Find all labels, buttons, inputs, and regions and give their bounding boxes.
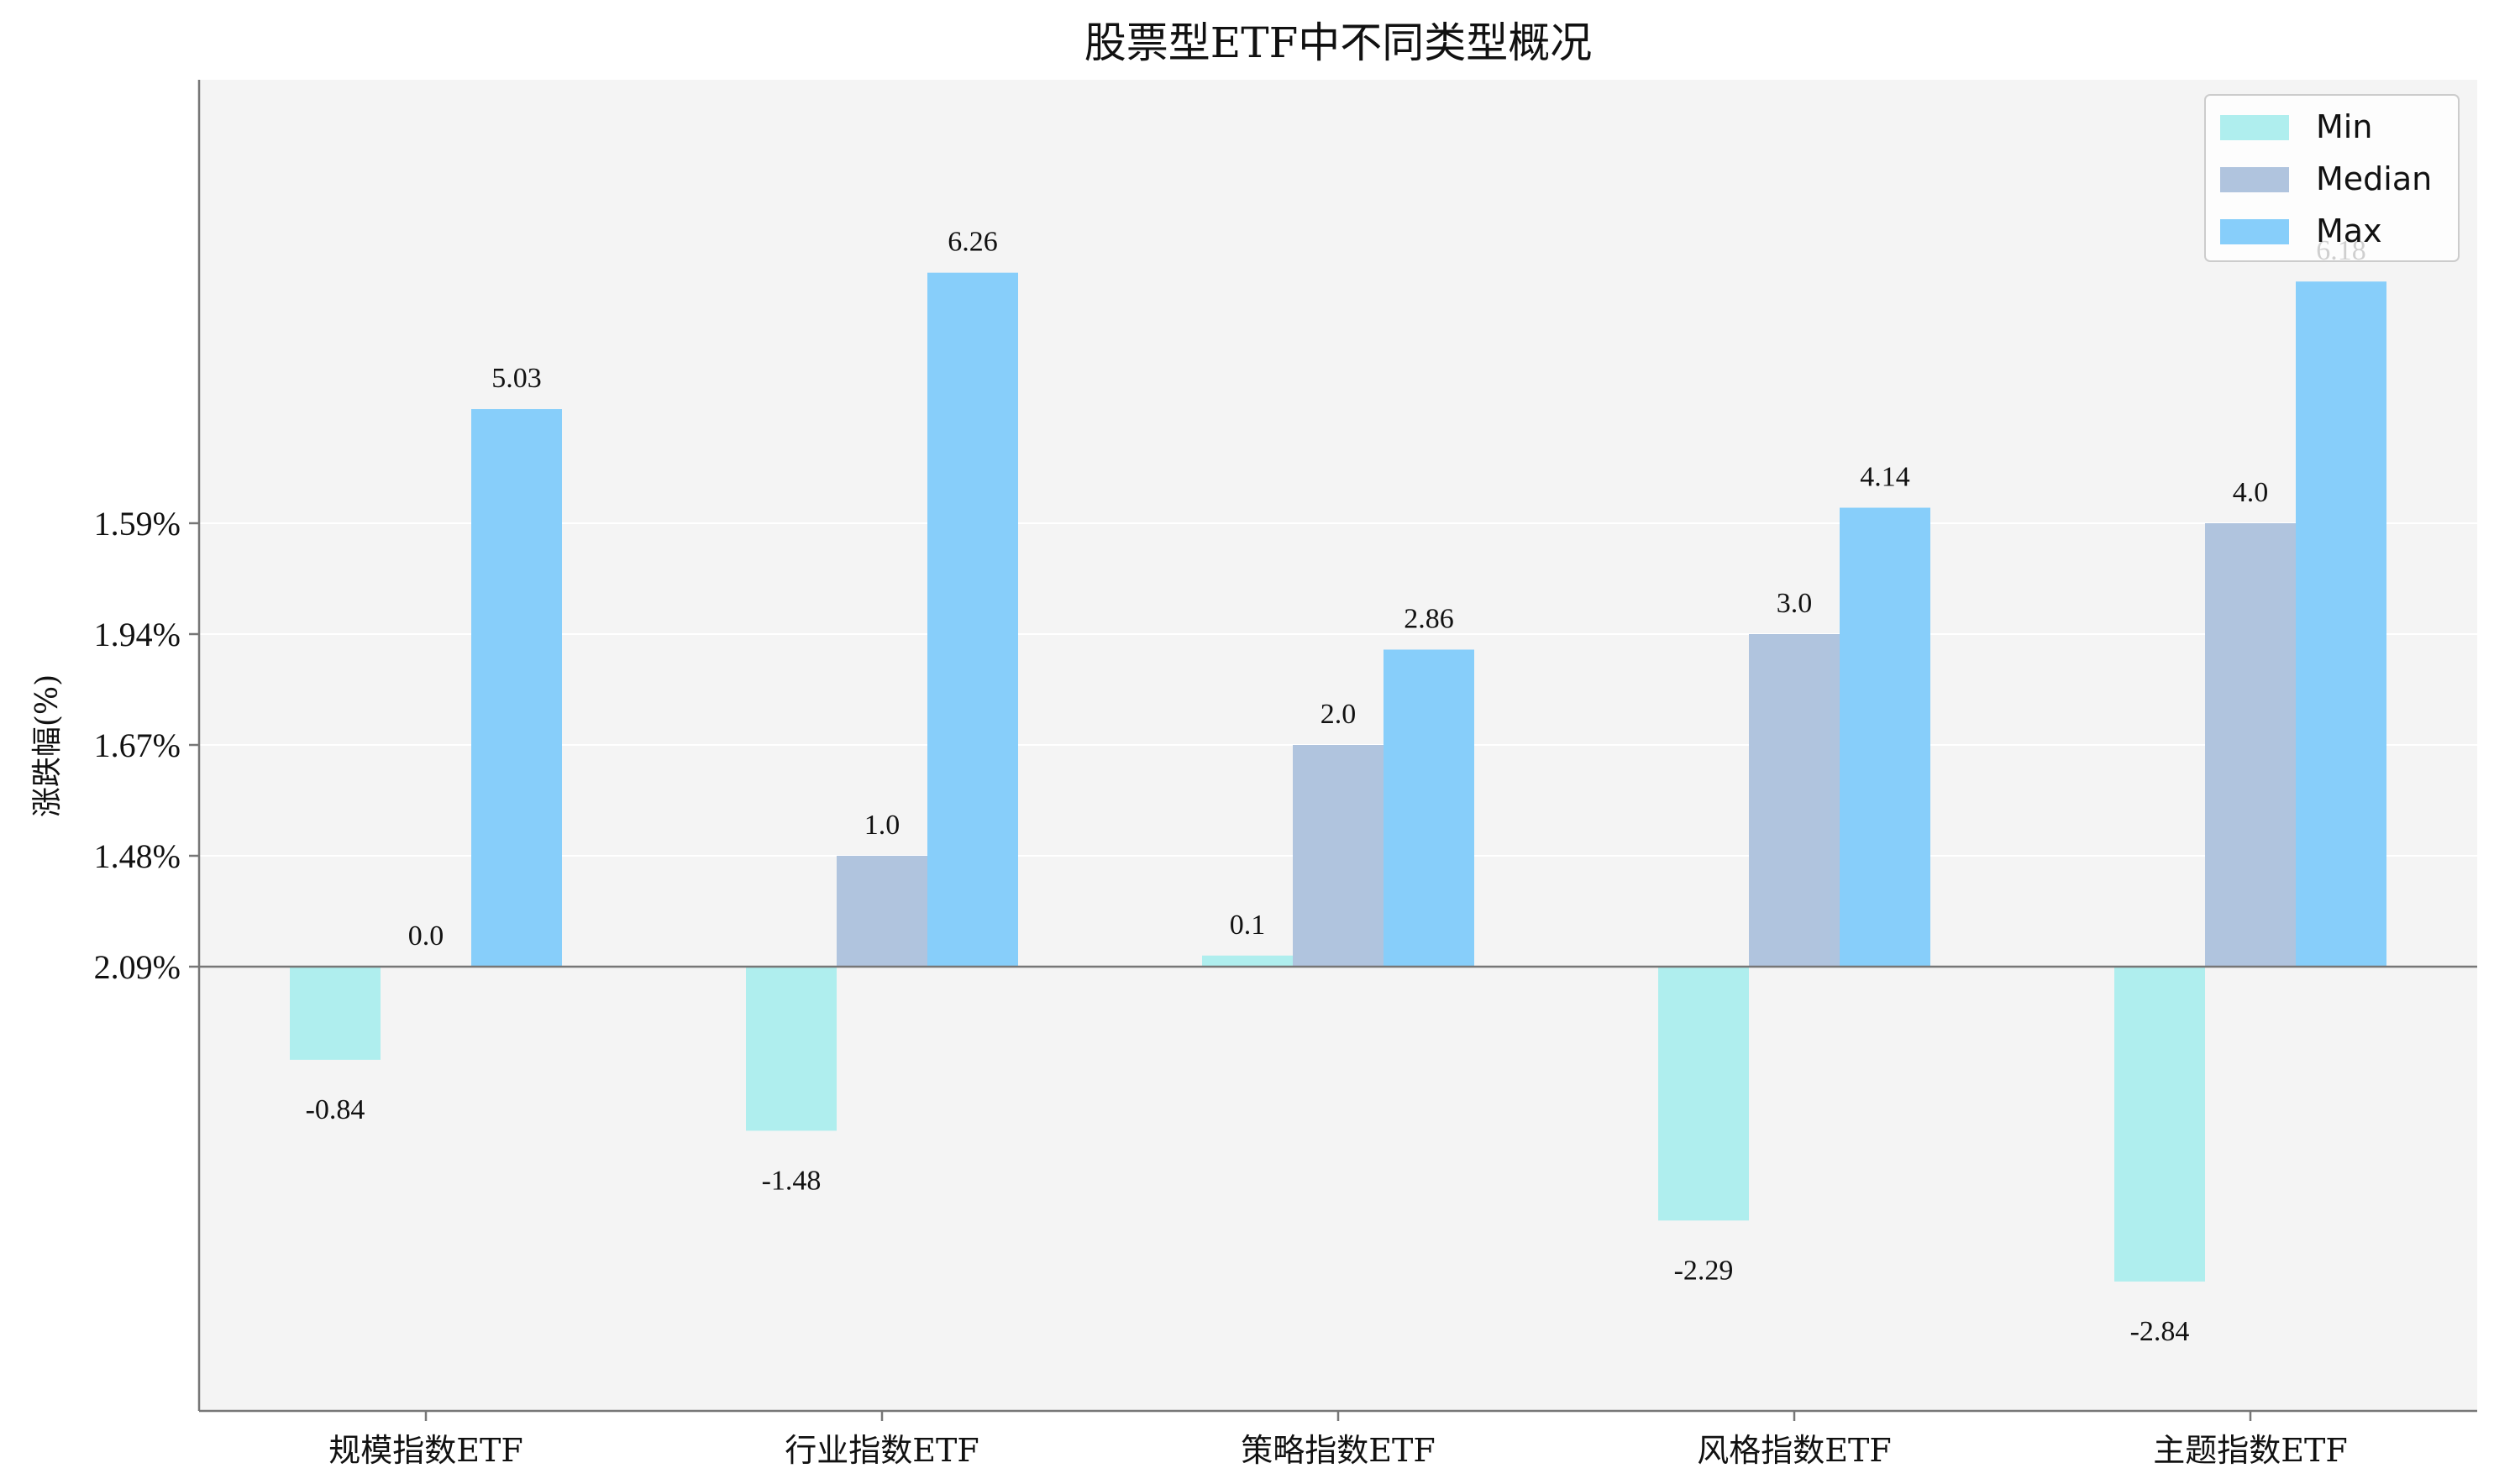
legend-label: Min bbox=[2316, 108, 2372, 145]
legend-label: Median bbox=[2316, 160, 2432, 197]
bar-max bbox=[2296, 281, 2386, 967]
bar-median bbox=[1749, 634, 1840, 967]
data-label: -1.48 bbox=[762, 1165, 822, 1196]
bar-max bbox=[927, 272, 1018, 967]
data-label: 1.0 bbox=[864, 810, 900, 841]
chart-title: 股票型ETF中不同类型概况 bbox=[1084, 18, 1593, 67]
bar-median bbox=[837, 856, 927, 967]
y-tick-label: 1.67% bbox=[94, 726, 181, 764]
x-tick-label: 行业指数ETF bbox=[785, 1432, 979, 1469]
bar-max bbox=[471, 409, 562, 967]
bar-max bbox=[1384, 649, 1474, 967]
bar-median bbox=[1293, 745, 1384, 967]
x-tick-label: 风格指数ETF bbox=[1697, 1432, 1891, 1469]
y-tick-label: 2.09% bbox=[94, 948, 181, 986]
data-label: 0.1 bbox=[1230, 910, 1266, 941]
bar-min bbox=[746, 967, 837, 1131]
data-label: 0.0 bbox=[408, 920, 444, 952]
bar-min bbox=[290, 967, 381, 1060]
y-tick-label: 1.94% bbox=[94, 616, 181, 653]
data-labels: -0.84 0.0 5.03 -1.48 1.0 6.26 0.1 2.0 2.86 -2.29 3… bbox=[306, 227, 2366, 1347]
legend-swatch bbox=[2220, 219, 2289, 244]
bar-min bbox=[1202, 955, 1293, 967]
legend-swatch bbox=[2220, 167, 2289, 192]
data-label: 2.86 bbox=[1404, 603, 1454, 634]
x-tick-label: 主题指数ETF bbox=[2153, 1432, 2347, 1469]
x-tick-label: 规模指数ETF bbox=[328, 1432, 522, 1469]
y-tick-label: 1.48% bbox=[94, 837, 181, 875]
data-label: 4.0 bbox=[2233, 477, 2269, 508]
legend: Min Median Max bbox=[2204, 94, 2460, 262]
data-label: 6.26 bbox=[948, 227, 998, 258]
data-label: -2.29 bbox=[1674, 1255, 1734, 1286]
data-label: 3.0 bbox=[1777, 588, 1813, 619]
data-label: 5.03 bbox=[491, 363, 542, 394]
data-label: 2.0 bbox=[1321, 699, 1357, 730]
data-label: 4.14 bbox=[1860, 462, 1910, 493]
bar-max bbox=[1840, 507, 1930, 967]
legend-swatch bbox=[2220, 115, 2289, 140]
legend-label: Max bbox=[2316, 212, 2382, 249]
bar-min bbox=[1658, 967, 1749, 1221]
y-axis-ticks: 2.09% 1.48% 1.67% 1.94% 1.59% bbox=[94, 505, 199, 986]
bar-min bbox=[2114, 967, 2205, 1282]
x-tick-label: 策略指数ETF bbox=[1241, 1432, 1435, 1469]
bars bbox=[290, 272, 2386, 1282]
data-label: -2.84 bbox=[2130, 1316, 2190, 1347]
y-axis-label: 涨跌幅(%) bbox=[30, 674, 65, 817]
x-axis-ticks: 规模指数ETF 行业指数ETF 策略指数ETF 风格指数ETF 主题指数ETF bbox=[328, 1411, 2348, 1469]
y-tick-label: 1.59% bbox=[94, 505, 181, 543]
data-label: -0.84 bbox=[306, 1094, 365, 1125]
bar-median bbox=[2205, 523, 2296, 967]
